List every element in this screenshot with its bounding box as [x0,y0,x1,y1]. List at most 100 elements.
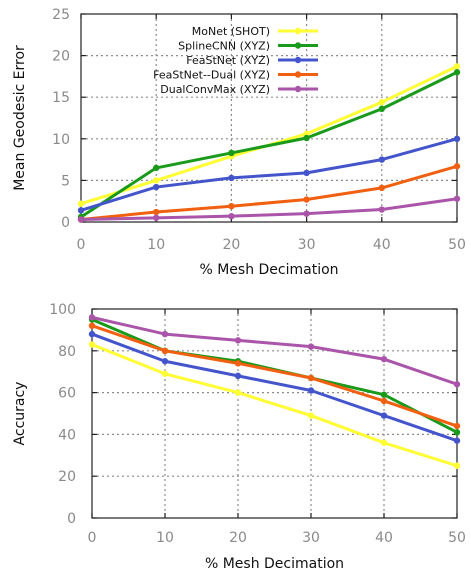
x-tick-label: 0 [77,237,86,253]
data-point [88,330,96,338]
data-point [303,196,310,203]
data-point [153,214,160,222]
series-line [91,343,458,468]
y-tick-label: 20 [52,49,70,65]
data-point [453,163,461,170]
y-tick-label: 0 [61,215,70,231]
accuracy-chart: 0 10 20 30 40 50 0 20 40 60 80 100 % Mesh Decimation… [12,302,466,571]
y-axis-label: Mean Geodesic Error [12,45,28,191]
data-point [153,208,160,216]
y-tick-label: 20 [58,469,76,485]
data-point [228,202,235,210]
data-point [88,314,96,321]
data-point [453,195,461,202]
legend-marker [294,71,302,78]
legend-marker [294,85,302,93]
series-line [80,70,458,219]
data-point [378,156,385,163]
data-point [453,462,461,469]
geodesic-error-chart: 0 10 20 30 40 50 0 5 10 15 20 25 % Mesh Decimation Me… [12,7,466,278]
data-point [88,322,96,329]
data-point [307,387,315,394]
legend-marker [294,27,302,35]
legend-label: DualConvMax (XYZ) [160,83,270,96]
data-point [380,397,388,405]
data-point [228,149,235,157]
legend-label: MoNet (SHOT) [192,25,270,38]
data-point [380,412,388,419]
data-point [161,358,169,365]
data-point [161,370,169,377]
y-tick-label: 25 [52,7,70,23]
x-tick-label: 40 [375,530,393,546]
data-point [153,183,160,191]
data-point [307,412,315,419]
x-tick-label: 50 [448,530,466,546]
x-axis-label: % Mesh Decimation [205,556,344,571]
data-point [153,177,160,184]
data-point [303,134,310,142]
y-tick-label: 5 [61,173,70,189]
series-line [80,164,458,221]
data-point [77,216,85,223]
series-4 [77,195,461,223]
series-line [91,332,458,443]
series-4 [88,314,461,388]
x-tick-label: 0 [88,530,97,546]
data-point [234,372,242,380]
y-tick-label: 40 [58,427,76,443]
y-tick-label: 60 [58,386,76,402]
legend: MoNet (SHOT) SplineCNN (XYZ)FeaStNet (XYZ… [153,25,318,96]
data-point [378,98,385,106]
plot-frame [91,308,458,519]
data-point [378,206,385,213]
series-line [80,137,458,212]
series-line [91,315,458,386]
series-2 [88,330,461,444]
data-point [380,355,388,363]
data-point [303,169,310,177]
legend-label: SplineCNN (XYZ) [178,40,270,53]
x-tick-label: 50 [448,237,466,253]
y-tick-label: 0 [67,511,76,527]
data-point [307,374,315,382]
y-tick-label: 80 [58,344,76,360]
y-tick-label: 10 [52,132,70,148]
x-tick-label: 20 [222,237,240,253]
data-point [453,429,461,436]
data-point [77,200,85,207]
series-0 [88,341,461,469]
data-point [453,422,461,430]
legend-label: FeaStNet (XYZ) [186,54,270,67]
x-tick-label: 30 [302,530,320,546]
data-point [77,207,85,214]
data-point [380,439,388,446]
series-3 [88,322,461,430]
plot-frame [80,13,458,223]
data-point [228,212,235,220]
data-point [453,63,461,70]
data-point [234,360,242,367]
y-axis-label: Accuracy [12,382,28,446]
data-point [303,210,310,217]
x-tick-label: 40 [373,237,391,253]
data-point [453,381,461,388]
series-line [80,197,458,222]
y-tick-label: 100 [49,302,76,318]
legend-marker [294,56,302,64]
data-point [453,135,461,142]
x-tick-label: 30 [298,237,316,253]
data-point [88,341,96,348]
data-point [153,164,160,172]
grid [92,309,457,518]
y-tick-label: 15 [52,90,70,106]
data-point [378,184,385,192]
x-tick-label: 10 [147,237,165,253]
x-tick-label: 10 [156,530,174,546]
series-2 [77,135,461,214]
legend-marker [294,42,302,49]
data-point [453,69,461,76]
x-tick-label: 20 [229,530,247,546]
data-point [234,337,242,344]
